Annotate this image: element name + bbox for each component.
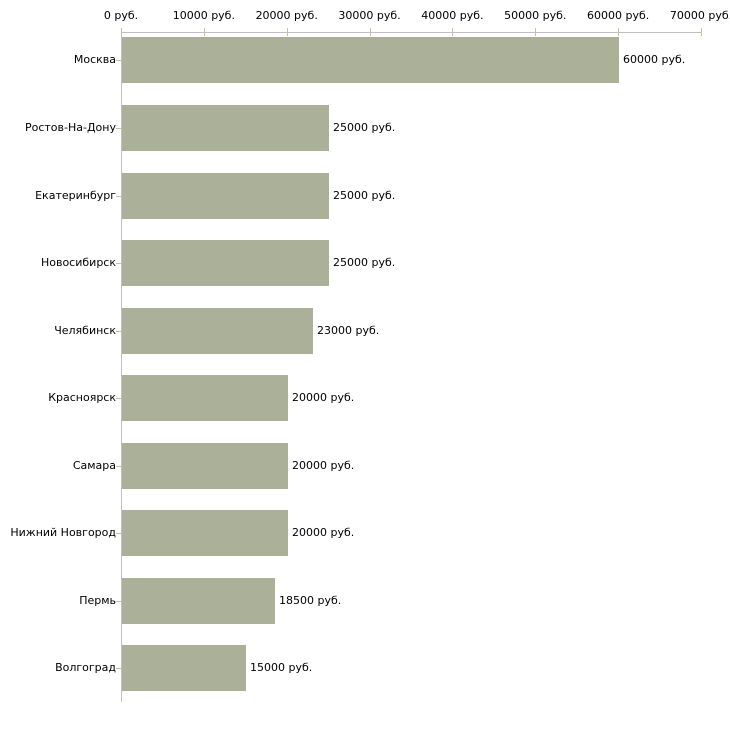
value-label: 20000 руб. (292, 458, 355, 472)
x-axis-tick (369, 28, 371, 36)
category-label: Самара (72, 458, 116, 472)
x-axis-tick-label: 70000 руб. (669, 9, 730, 22)
bar (122, 307, 313, 354)
bar (122, 240, 329, 287)
x-axis-tick (286, 28, 288, 36)
bar (122, 375, 288, 422)
category-tick (116, 60, 121, 61)
y-axis-line (121, 32, 122, 702)
value-label: 20000 руб. (292, 391, 355, 405)
category-label: Красноярск (48, 391, 116, 405)
category-label: Екатеринбург (35, 188, 116, 202)
category-tick (116, 196, 121, 197)
x-axis-tick-label: 60000 руб. (587, 9, 650, 22)
category-label: Ростов-На-Дону (24, 120, 116, 134)
x-axis-tick-label: 20000 руб. (255, 9, 318, 22)
x-axis-tick-label: 0 руб. (103, 9, 139, 22)
category-label: Новосибирск (40, 256, 116, 270)
category-tick (116, 533, 121, 534)
category-tick (116, 668, 121, 669)
value-label: 15000 руб. (250, 661, 313, 675)
category-label: Волгоград (55, 661, 116, 675)
x-axis-tick-label: 50000 руб. (504, 9, 567, 22)
category-tick (116, 263, 121, 264)
value-label: 23000 руб. (317, 323, 380, 337)
bar (122, 442, 288, 489)
value-label: 18500 руб. (279, 593, 342, 607)
x-axis-tick-label: 10000 руб. (172, 9, 235, 22)
bar (122, 510, 288, 557)
value-label: 60000 руб. (623, 53, 686, 67)
category-tick (116, 601, 121, 602)
bar (122, 577, 275, 624)
bar (122, 104, 329, 151)
category-label: Нижний Новгород (10, 526, 116, 540)
x-axis-tick (701, 28, 702, 36)
value-label: 20000 руб. (292, 526, 355, 540)
bar (122, 645, 246, 692)
bar (122, 37, 619, 84)
bar (122, 172, 329, 219)
x-axis-tick (618, 28, 620, 36)
x-axis-tick (535, 28, 537, 36)
category-label: Челябинск (54, 323, 116, 337)
category-label: Пермь (79, 593, 116, 607)
category-tick (116, 128, 121, 129)
x-axis-tick (203, 28, 205, 36)
x-axis-tick-label: 40000 руб. (421, 9, 484, 22)
x-axis-tick (452, 28, 454, 36)
category-tick (116, 398, 121, 399)
value-label: 25000 руб. (333, 120, 396, 134)
value-label: 25000 руб. (333, 188, 396, 202)
value-label: 25000 руб. (333, 256, 396, 270)
x-axis-tick (121, 28, 122, 36)
category-tick (116, 466, 121, 467)
x-axis-line (121, 32, 702, 33)
category-label: Москва (73, 53, 116, 67)
x-axis-tick-label: 30000 руб. (338, 9, 401, 22)
category-tick (116, 331, 121, 332)
